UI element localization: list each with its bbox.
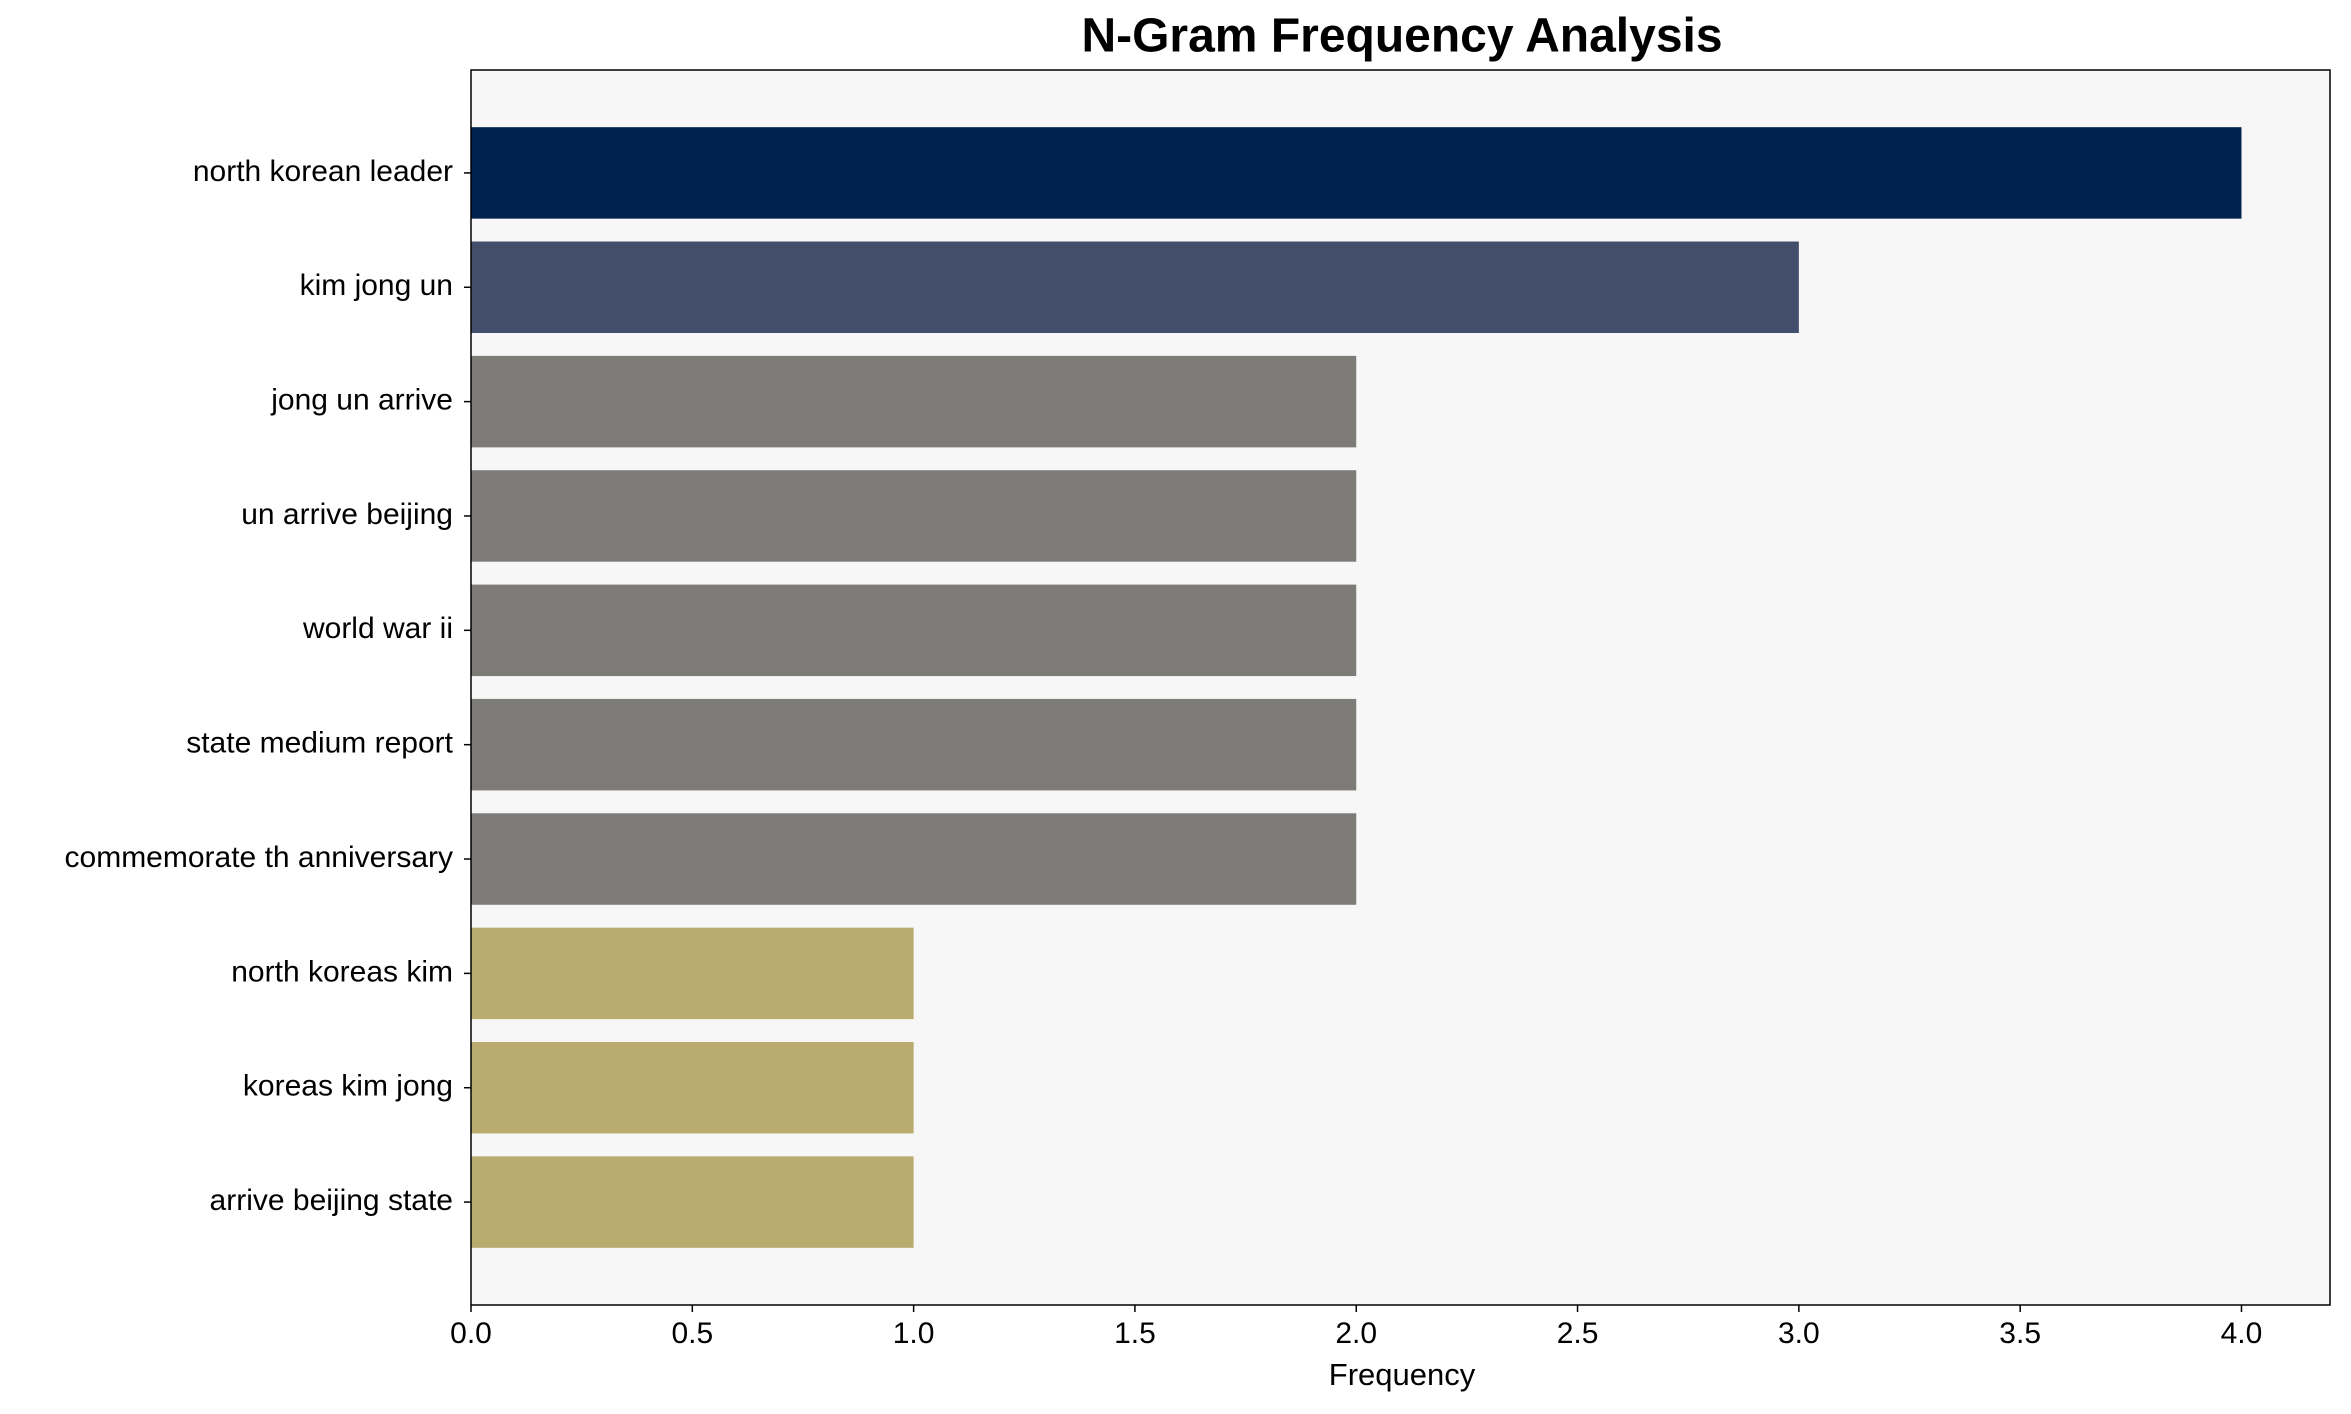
bar [471,355,1357,448]
y-tick-label: north koreas kim [231,955,453,988]
x-tick-label: 3.0 [1778,1317,1820,1350]
y-tick-label: un arrive beijing [241,498,453,531]
y-tick-label: north korean leader [193,155,453,188]
y-tick-label: arrive beijing state [210,1184,453,1217]
y-tick-label: koreas kim jong [243,1070,453,1103]
axes-frame [470,69,2331,1306]
bar [471,927,914,1020]
bar [471,1156,914,1248]
y-tick-label: state medium report [186,727,453,760]
y-tick-label: world war ii [302,612,453,645]
bar [471,1041,914,1134]
chart-title: N-Gram Frequency Analysis [1081,10,1722,63]
bar [471,813,1357,905]
x-tick-label: 3.5 [1999,1317,2041,1350]
x-tick-label: 2.5 [1557,1317,1599,1350]
x-tick-label: 1.5 [1114,1317,1156,1350]
x-tick-label: 2.0 [1335,1317,1377,1350]
y-tick-label: jong un arrive [270,384,453,417]
bar [471,698,1357,791]
y-tick-label: kim jong un [300,269,453,302]
x-axis-label: Frequency [1329,1357,1476,1392]
x-tick-label: 0.0 [450,1317,492,1350]
x-tick-label: 0.5 [671,1317,713,1350]
bar [471,470,1357,562]
bar [471,127,2242,219]
bar [471,584,1357,677]
bar [471,241,1799,334]
y-tick-label: commemorate th anniversary [65,841,453,874]
x-tick-label: 4.0 [2221,1317,2263,1350]
x-tick-label: 1.0 [893,1317,935,1350]
